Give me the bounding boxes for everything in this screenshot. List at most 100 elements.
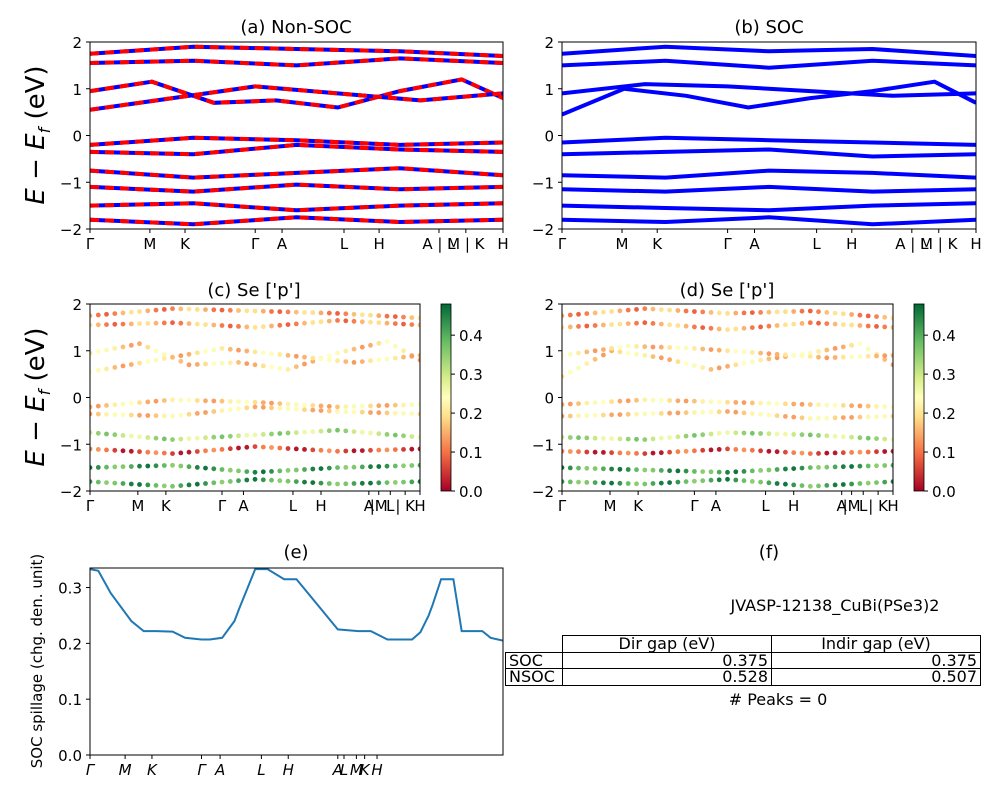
scatter-point [832,355,838,360]
scatter-point [576,324,581,329]
scatter-point [244,405,250,411]
scatter-point [807,416,813,421]
scatter-point [832,321,838,327]
scatter-point [236,360,241,365]
scatter-point [293,321,299,327]
scatter-point [584,349,590,355]
scatter-point [194,411,200,416]
scatter-point [783,414,788,419]
scatter-point [359,359,365,364]
scatter-point [194,449,200,454]
y-tick-label: 0.3 [58,580,82,598]
scatter-point [799,483,805,488]
scatter-point [609,450,614,456]
scatter-point [592,348,598,354]
scatter-point [766,400,772,406]
scatter-point [683,345,689,351]
scatter-point [90,313,93,319]
scatter-point [186,482,192,488]
scatter-point [277,352,283,357]
scatter-point [252,476,258,482]
scatter-point [227,360,233,366]
scatter-point [725,476,730,482]
scatter-point [675,359,681,365]
x-tick-label: M [131,497,144,515]
scatter-point [401,354,406,360]
scatter-point [667,468,672,474]
scatter-point [351,409,357,415]
scatter-point [219,408,225,413]
scatter-point [625,467,631,472]
scatter-point [95,367,101,373]
scatter-point [244,308,250,314]
scatter-point [741,360,747,366]
scatter-point [203,322,208,327]
scatter-point [832,433,838,439]
dir-gap-header: Dir gap (eV) [562,635,772,653]
scatter-point [269,469,274,474]
scatter-point [567,312,573,318]
scatter-point [700,447,706,453]
row-label: NSOC [505,668,563,686]
scatter-point [417,353,420,358]
scatter-point [376,480,382,486]
scatter-point [617,412,623,417]
scatter-point [650,354,656,359]
scatter-point [824,402,830,408]
panel-f-title: (f) [759,542,779,563]
scatter-point [774,309,780,315]
scatter-point [708,447,714,453]
scatter-point [658,450,664,456]
x-tick-label: M [143,235,156,253]
scatter-point [277,401,283,406]
scatter-point [708,347,714,352]
scatter-point [625,481,631,486]
scatter-point [95,403,101,409]
scatter-point [584,323,590,329]
panel-c-scatter [90,306,420,489]
scatter-point [725,399,730,405]
scatter-point [153,320,159,326]
scatter-point [758,411,763,417]
scatter-point [194,465,200,470]
x-tick-label: Γ [197,761,207,779]
y-tick-label: 0 [544,390,554,408]
band-line [562,184,976,194]
panel-d-title: (d) Se ['p'] [680,280,775,301]
scatter-point [840,322,846,327]
scatter-point [857,323,863,328]
x-tick-label: M [604,497,617,515]
scatter-point [384,410,390,416]
scatter-point [766,431,772,437]
scatter-point [849,312,854,317]
scatter-point [849,450,854,455]
scatter-point [318,319,324,325]
scatter-point [675,398,681,404]
scatter-point [137,412,142,418]
scatter-point [567,435,573,440]
scatter-point [675,308,681,313]
scatter-point [567,351,573,357]
scatter-point [252,362,258,368]
scatter-point [409,402,415,408]
panel-c-frame [89,303,421,492]
scatter-point [865,414,871,420]
scatter-point [725,311,730,316]
scatter-point [227,399,233,404]
scatter-point [716,347,722,353]
colorbar-tick-label: 0.2 [459,405,483,423]
panel-d-colorbar-ticks: 0.4 0.3 0.2 0.1 0.0 [924,327,956,501]
scatter-point [725,409,730,414]
scatter-point [625,307,631,313]
scatter-point [409,315,415,320]
scatter-point [642,481,648,487]
scatter-point [326,465,332,471]
material-id: JVASP-12138_CuBi(PSe3)2 [730,596,940,615]
scatter-point [816,349,821,354]
scatter-point [211,466,217,472]
scatter-point [343,409,349,415]
scatter-point [890,315,893,321]
scatter-point [112,480,118,486]
scatter-point [211,307,217,313]
scatter-point [145,449,151,455]
